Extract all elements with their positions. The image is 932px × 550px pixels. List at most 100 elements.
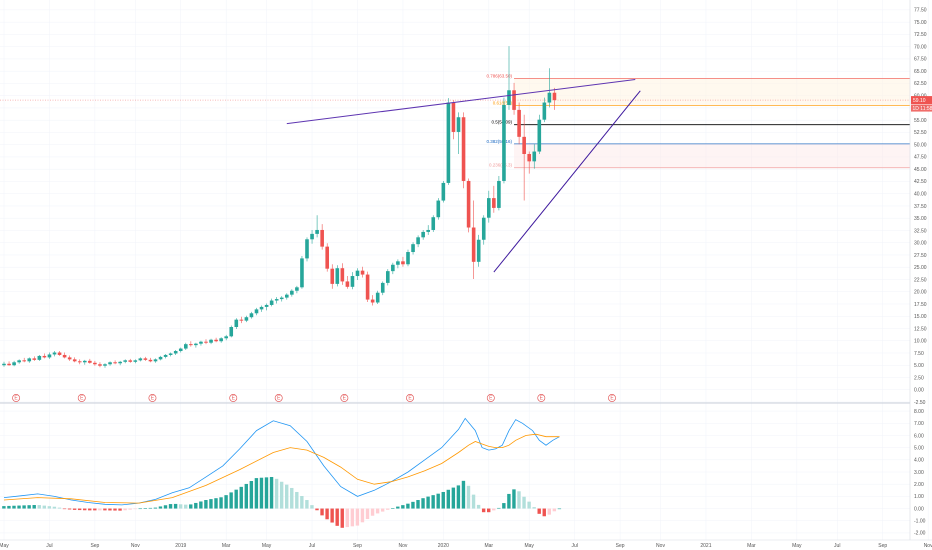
candle-body: [22, 360, 26, 362]
fib-level-label: 0.5(54.09): [492, 120, 513, 125]
price-tick-label: 70.00: [914, 44, 927, 50]
earnings-marker-label: E: [277, 396, 281, 402]
macd-histogram-bar: [401, 505, 405, 509]
earnings-marker: [608, 394, 616, 402]
macd-indicator: [2, 417, 562, 528]
candle-body: [158, 356, 163, 360]
candle-body: [345, 281, 350, 287]
candle-body: [209, 339, 213, 343]
price-tick-label: 37.50: [914, 204, 927, 210]
time-tick-label: 2019: [175, 543, 186, 549]
candle-body: [391, 264, 395, 272]
candle-body: [32, 358, 37, 360]
trendline: [286, 79, 636, 125]
candle-body: [244, 317, 249, 321]
time-axis[interactable]: May Jul Sep Nov 2019 Mar May Jul Sep Nov 2020 Mar Ma…: [0, 543, 932, 549]
macd-histogram-bar: [184, 504, 188, 509]
candle-body: [335, 268, 340, 284]
macd-histogram-bar: [37, 505, 41, 509]
last-price-label: 59.10: [913, 98, 926, 104]
candle-body: [441, 182, 446, 201]
earnings-marker-label: E: [610, 396, 614, 402]
candle-body: [446, 102, 451, 183]
macd-histogram-bar: [67, 508, 72, 510]
macd-histogram-bar: [148, 507, 153, 509]
macd-histogram-bar: [315, 508, 319, 511]
time-tick-label: Sep: [90, 543, 99, 549]
macd-histogram-bar: [436, 493, 440, 509]
candle-body: [214, 339, 218, 342]
candle-body: [133, 360, 138, 362]
macd-histogram-bar: [224, 495, 228, 509]
macd-histogram-bar: [360, 508, 365, 523]
macd-histogram-bar: [451, 487, 456, 509]
candle-body: [62, 354, 67, 358]
macd-histogram-bar: [476, 504, 481, 509]
macd-histogram-bar: [557, 508, 562, 510]
last-price-badge: [911, 96, 932, 105]
fibonacci-retracement[interactable]: 0.786(63.50) 0.618(58) 0.5(54.09) 0.382(50.…: [0, 74, 910, 169]
candle-body: [163, 354, 168, 357]
macd-histogram-bar: [335, 508, 339, 526]
candle-body: [12, 362, 16, 366]
candle-body: [295, 287, 299, 291]
candle-body: [279, 297, 284, 300]
candle-body: [72, 359, 77, 362]
price-tick-label: -2.50: [914, 400, 926, 406]
time-tick-label: 2020: [438, 543, 449, 549]
candle-body: [153, 359, 158, 362]
candle-body: [537, 119, 542, 152]
price-tick-label: 50.00: [914, 142, 927, 148]
candle-body: [360, 270, 365, 275]
macd-histogram-bar: [264, 477, 269, 509]
macd-histogram-bar: [77, 508, 82, 511]
macd-axis[interactable]: 8.00 7.00 6.00 5.00 4.00 3.00 2.00 1.00 0.00 -1.0…: [914, 409, 926, 537]
macd-histogram-bar: [88, 508, 92, 511]
macd-histogram-bar: [285, 484, 289, 509]
time-tick-label: Jul: [309, 543, 315, 549]
candle-body: [350, 276, 355, 287]
macd-histogram-bar: [138, 508, 142, 510]
time-tick-label: Nov: [656, 543, 665, 549]
candle-body: [285, 294, 289, 298]
price-tick-label: 52.50: [914, 130, 927, 136]
macd-histogram-bar: [168, 504, 173, 509]
macd-histogram-bar: [178, 504, 183, 509]
earnings-marker-label: E: [343, 396, 347, 402]
macd-histogram-bar: [396, 506, 400, 509]
macd-histogram-bar: [47, 506, 52, 509]
candle-body: [67, 357, 72, 360]
candle-body: [542, 102, 547, 120]
candle-body: [461, 117, 466, 181]
price-tick-label: 47.50: [914, 155, 927, 161]
candle-body: [487, 198, 491, 218]
candle-body: [497, 180, 501, 208]
price-tick-label: 7.50: [914, 351, 924, 357]
time-tick-label: Sep: [878, 543, 887, 549]
macd-histogram-bar: [143, 508, 147, 509]
price-tick-label: 17.50: [914, 302, 927, 308]
macd-histogram-bar: [62, 508, 67, 510]
candle-body: [380, 282, 385, 293]
candle-body: [451, 102, 456, 132]
macd-histogram-bar: [274, 478, 279, 509]
candle-body: [254, 309, 259, 314]
macd-histogram-bar: [12, 505, 16, 509]
macd-histogram-bar: [279, 481, 284, 509]
price-tick-label: 65.00: [914, 69, 927, 75]
time-tick-label: May: [0, 543, 9, 549]
trendlines[interactable]: [286, 79, 641, 273]
macd-histogram-bar: [461, 480, 466, 509]
candle-body: [330, 268, 335, 284]
macd-histogram-bar: [466, 485, 471, 509]
candle-body: [406, 252, 410, 265]
fib-level-label: 0.236(45.3): [489, 163, 513, 168]
time-tick-label: Sep: [353, 543, 362, 549]
candle-body: [103, 364, 107, 366]
macd-histogram-bar: [173, 503, 178, 509]
macd-tick-label: -2.00: [914, 531, 926, 537]
earnings-marker-label: E: [151, 396, 155, 402]
macd-histogram-bar: [239, 486, 243, 509]
